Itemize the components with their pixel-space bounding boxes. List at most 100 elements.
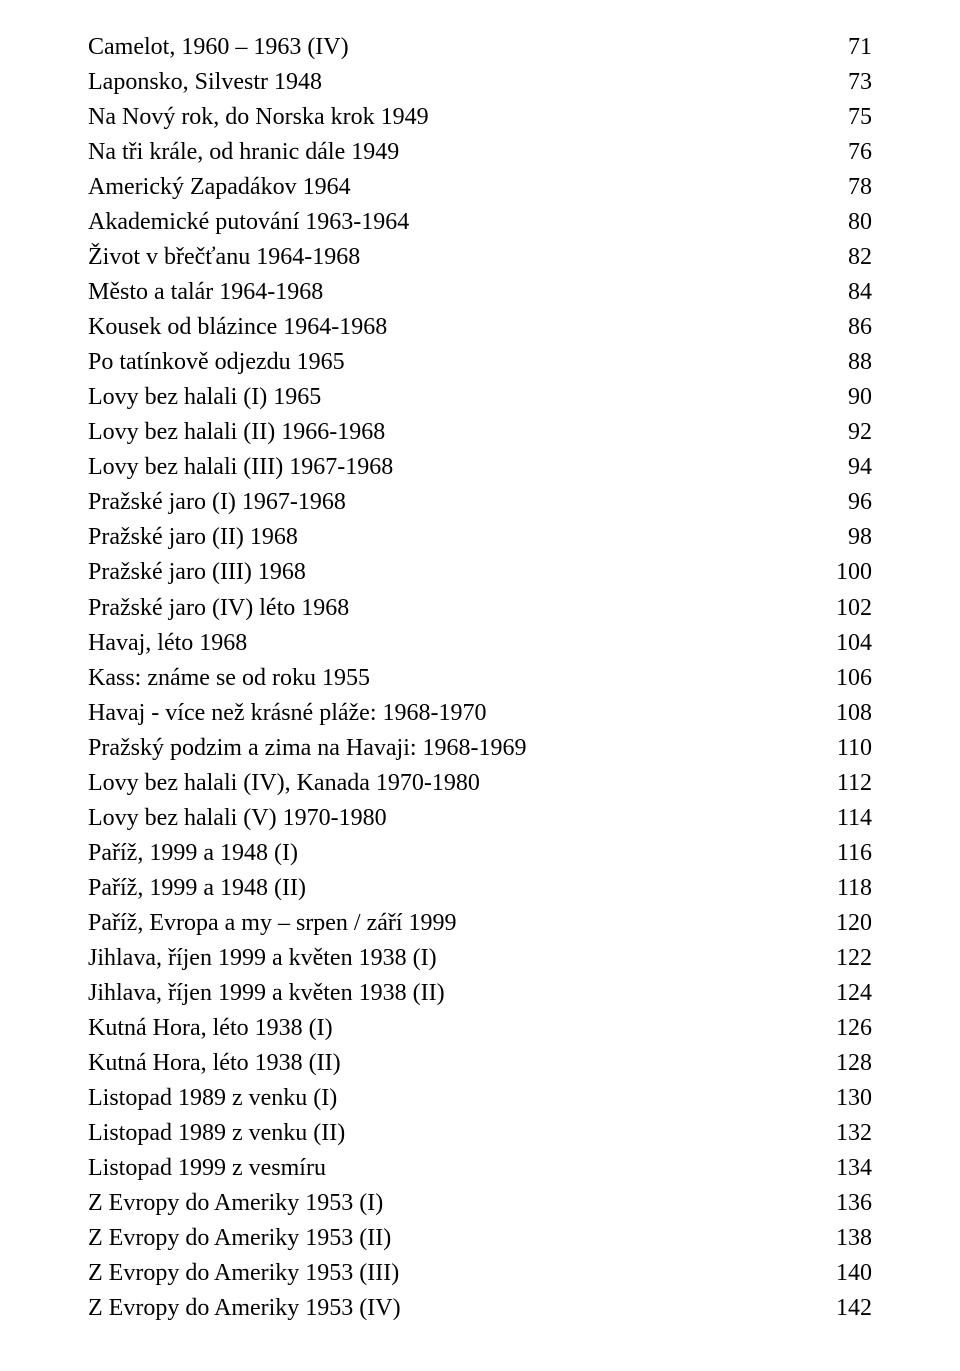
toc-page-number: 106 — [816, 661, 872, 696]
toc-page-number: 112 — [817, 766, 872, 801]
toc-page-number: 122 — [816, 941, 872, 976]
toc-row: Listopad 1989 z venku (II)132 — [88, 1116, 872, 1151]
toc-page-number: 84 — [828, 275, 872, 310]
toc-row: Kutná Hora, léto 1938 (II)128 — [88, 1046, 872, 1081]
toc-row: Pražský podzim a zima na Havaji: 1968-19… — [88, 731, 872, 766]
toc-title: Pražské jaro (I) 1967-1968 — [88, 485, 828, 520]
toc-row: Na Nový rok, do Norska krok 194975 — [88, 100, 872, 135]
toc-page-number: 76 — [828, 135, 872, 170]
toc-page-number: 73 — [828, 65, 872, 100]
toc-page-number: 116 — [817, 836, 872, 871]
toc-row: Z Evropy do Ameriky 1953 (II)138 — [88, 1221, 872, 1256]
toc-title: Pražské jaro (II) 1968 — [88, 520, 828, 555]
toc-row: Listopad 1989 z venku (I)130 — [88, 1081, 872, 1116]
toc-row: Pražské jaro (II) 196898 — [88, 520, 872, 555]
toc-title: Laponsko, Silvestr 1948 — [88, 65, 828, 100]
toc-page-number: 104 — [816, 626, 872, 661]
toc-title: Z Evropy do Ameriky 1953 (I) — [88, 1186, 816, 1221]
toc-row: Na tři krále, od hranic dále 194976 — [88, 135, 872, 170]
toc-row: Život v břečťanu 1964-196882 — [88, 240, 872, 275]
toc-title: Na Nový rok, do Norska krok 1949 — [88, 100, 828, 135]
toc-title: Lovy bez halali (II) 1966-1968 — [88, 415, 828, 450]
toc-row: Havaj, léto 1968104 — [88, 626, 872, 661]
toc-page-number: 128 — [816, 1046, 872, 1081]
toc-row: Pražské jaro (III) 1968100 — [88, 555, 872, 590]
toc-title: Paříž, 1999 a 1948 (II) — [88, 871, 817, 906]
toc-title: Život v břečťanu 1964-1968 — [88, 240, 828, 275]
toc-title: Akademické putování 1963-1964 — [88, 205, 828, 240]
toc-row: Jihlava, říjen 1999 a květen 1938 (I)122 — [88, 941, 872, 976]
toc-row: Pražské jaro (I) 1967-196896 — [88, 485, 872, 520]
toc-page-number: 114 — [817, 801, 872, 836]
toc-row: Lovy bez halali (IV), Kanada 1970-198011… — [88, 766, 872, 801]
toc-title: Pražské jaro (IV) léto 1968 — [88, 591, 816, 626]
toc-page-number: 142 — [816, 1291, 872, 1326]
toc-row: Laponsko, Silvestr 194873 — [88, 65, 872, 100]
toc-title: Havaj, léto 1968 — [88, 626, 816, 661]
toc-title: Listopad 1989 z venku (II) — [88, 1116, 816, 1151]
toc-title: Na tři krále, od hranic dále 1949 — [88, 135, 828, 170]
toc-page-number: 94 — [828, 450, 872, 485]
toc-title: Jihlava, říjen 1999 a květen 1938 (II) — [88, 976, 816, 1011]
toc-title: Kutná Hora, léto 1938 (II) — [88, 1046, 816, 1081]
toc-row: Americký Zapadákov 196478 — [88, 170, 872, 205]
toc-page-number: 71 — [828, 30, 872, 65]
toc-row: Z Evropy do Ameriky 1953 (III)140 — [88, 1256, 872, 1291]
toc-page-number: 110 — [817, 731, 872, 766]
toc-page-number: 98 — [828, 520, 872, 555]
toc-title: Jihlava, říjen 1999 a květen 1938 (I) — [88, 941, 816, 976]
toc-page-number: 130 — [816, 1081, 872, 1116]
toc-page-number: 118 — [817, 871, 872, 906]
toc-row: Lovy bez halali (II) 1966-196892 — [88, 415, 872, 450]
toc-page-number: 102 — [816, 591, 872, 626]
toc-title: Americký Zapadákov 1964 — [88, 170, 828, 205]
toc-title: Kutná Hora, léto 1938 (I) — [88, 1011, 816, 1046]
toc-page-number: 90 — [828, 380, 872, 415]
toc-page-number: 134 — [816, 1151, 872, 1186]
toc-title: Kass: známe se od roku 1955 — [88, 661, 816, 696]
toc-title: Listopad 1989 z venku (I) — [88, 1081, 816, 1116]
toc-title: Paříž, 1999 a 1948 (I) — [88, 836, 817, 871]
toc-row: Po tatínkově odjezdu 196588 — [88, 345, 872, 380]
toc-page-number: 86 — [828, 310, 872, 345]
toc-page-number: 100 — [816, 555, 872, 590]
toc-title: Kousek od blázince 1964-1968 — [88, 310, 828, 345]
toc-row: Paříž, Evropa a my – srpen / září 199912… — [88, 906, 872, 941]
toc-page-number: 138 — [816, 1221, 872, 1256]
toc-title: Z Evropy do Ameriky 1953 (II) — [88, 1221, 816, 1256]
toc-page-number: 96 — [828, 485, 872, 520]
toc-page-number: 140 — [816, 1256, 872, 1291]
toc-title: Lovy bez halali (IV), Kanada 1970-1980 — [88, 766, 817, 801]
toc-title: Pražské jaro (III) 1968 — [88, 555, 816, 590]
toc-row: Kutná Hora, léto 1938 (I)126 — [88, 1011, 872, 1046]
toc-page: Camelot, 1960 – 1963 (IV)71Laponsko, Sil… — [0, 0, 960, 1371]
toc-page-number: 108 — [816, 696, 872, 731]
toc-page-number: 92 — [828, 415, 872, 450]
toc-title: Pražský podzim a zima na Havaji: 1968-19… — [88, 731, 817, 766]
toc-title: Camelot, 1960 – 1963 (IV) — [88, 30, 828, 65]
toc-title: Paříž, Evropa a my – srpen / září 1999 — [88, 906, 816, 941]
toc-page-number: 126 — [816, 1011, 872, 1046]
toc-title: Havaj - více než krásné pláže: 1968-1970 — [88, 696, 816, 731]
toc-page-number: 75 — [828, 100, 872, 135]
toc-row: Z Evropy do Ameriky 1953 (IV)142 — [88, 1291, 872, 1326]
toc-title: Lovy bez halali (V) 1970-1980 — [88, 801, 817, 836]
toc-title: Lovy bez halali (I) 1965 — [88, 380, 828, 415]
toc-row: Jihlava, říjen 1999 a květen 1938 (II)12… — [88, 976, 872, 1011]
toc-row: Z Evropy do Ameriky 1953 (I)136 — [88, 1186, 872, 1221]
toc-page-number: 136 — [816, 1186, 872, 1221]
toc-title: Po tatínkově odjezdu 1965 — [88, 345, 828, 380]
toc-row: Kass: známe se od roku 1955106 — [88, 661, 872, 696]
toc-row: Paříž, 1999 a 1948 (I)116 — [88, 836, 872, 871]
toc-row: Camelot, 1960 – 1963 (IV)71 — [88, 30, 872, 65]
toc-page-number: 88 — [828, 345, 872, 380]
toc-page-number: 132 — [816, 1116, 872, 1151]
toc-row: Akademické putování 1963-196480 — [88, 205, 872, 240]
toc-row: Listopad 1999 z vesmíru134 — [88, 1151, 872, 1186]
toc-page-number: 80 — [828, 205, 872, 240]
toc-title: Lovy bez halali (III) 1967-1968 — [88, 450, 828, 485]
toc-row: Kousek od blázince 1964-196886 — [88, 310, 872, 345]
toc-title: Listopad 1999 z vesmíru — [88, 1151, 816, 1186]
toc-title: Z Evropy do Ameriky 1953 (IV) — [88, 1291, 816, 1326]
toc-page-number: 124 — [816, 976, 872, 1011]
